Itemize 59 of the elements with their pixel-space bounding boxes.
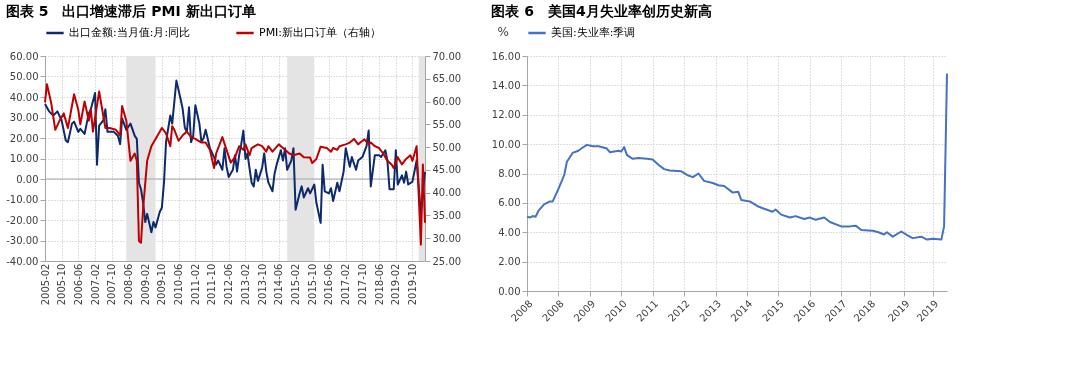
y-tick-label: 14.00	[491, 79, 521, 91]
y-tick-label: 60.00	[9, 50, 39, 62]
x-tick-label: 2008-06	[122, 263, 134, 306]
x-tick-label: 2015-02	[290, 263, 302, 306]
y-tick-label: 4.00	[498, 226, 521, 238]
y-tick-label: -30.00	[6, 235, 39, 246]
x-tick-label: 2009-10	[156, 263, 168, 306]
x-tick-label: 2007-02	[89, 263, 101, 306]
y-tick-label: 0.00	[16, 173, 39, 185]
y2-tick-label: 70.00	[432, 50, 462, 62]
x-tick-label: 2014-06	[273, 263, 285, 306]
y2-tick-label: 25.00	[432, 255, 462, 267]
x-tick-label: 2005-02	[39, 263, 51, 306]
x-tick-label: 2018-06	[373, 263, 385, 306]
x-tick-label: 2015-10	[306, 263, 318, 306]
x-tick-label: 2017-10	[356, 263, 368, 306]
x-tick-label: 2007-10	[106, 263, 118, 306]
y-tick-label: 50.00	[9, 71, 39, 82]
x-tick-label: 2013-02	[240, 263, 251, 306]
x-tick-label: 2016-06	[323, 263, 335, 306]
legend-label: 美国:失业率:季调	[551, 26, 636, 39]
y-tick-label: 6.00	[498, 197, 521, 209]
y-axis-title: %	[497, 24, 509, 39]
y2-tick-label: 60.00	[432, 96, 462, 108]
y2-tick-label: 55.00	[432, 118, 462, 130]
y-tick-label: 30.00	[9, 112, 39, 123]
x-tick-label: 2011-02	[189, 263, 201, 306]
chart-title: 图表 6 美国4月失业率创历史新高	[491, 3, 712, 19]
x-tick-label: 2005-10	[56, 263, 68, 306]
y2-tick-label: 45.00	[432, 164, 462, 176]
x-tick-label: 2017-02	[340, 263, 352, 306]
y-tick-label: -20.00	[6, 214, 39, 226]
y-tick-label: -10.00	[6, 194, 39, 205]
y2-tick-label: 35.00	[432, 209, 462, 221]
y-tick-label: 12.00	[491, 109, 521, 121]
x-tick-label: 2006-06	[72, 263, 84, 306]
y-tick-label: 10.00	[9, 153, 39, 164]
chart-title: 图表 5 出口增速滞后 PMI 新出口订单	[5, 3, 256, 19]
y-tick-label: 8.00	[498, 168, 521, 179]
legend-label: 出口金额:当月值:月:同比	[69, 26, 191, 39]
x-tick-label: 2010-06	[173, 263, 185, 306]
y-tick-label: 20.00	[9, 132, 39, 144]
x-tick-label: 2012-06	[223, 263, 235, 306]
y-tick-label: -40.00	[6, 255, 39, 267]
legend-label: PMI:新出口订单（右轴）	[259, 26, 382, 39]
y2-tick-label: 50.00	[432, 141, 462, 153]
x-tick-label: 2019-02	[390, 263, 402, 306]
y2-tick-label: 30.00	[432, 232, 462, 244]
y-tick-label: 40.00	[9, 91, 39, 103]
y2-tick-label: 65.00	[432, 73, 462, 85]
y-tick-label: 16.00	[491, 50, 521, 62]
y-tick-label: 2.00	[498, 256, 521, 268]
y-tick-label: 0.00	[498, 285, 521, 297]
x-tick-label: 2011-10	[206, 263, 218, 306]
y-tick-label: 10.00	[491, 138, 521, 150]
y2-tick-label: 40.00	[432, 187, 462, 199]
x-tick-label: 2009-02	[139, 263, 151, 306]
x-tick-label: 2019-10	[406, 263, 418, 306]
x-tick-label: 2013-10	[256, 263, 268, 306]
